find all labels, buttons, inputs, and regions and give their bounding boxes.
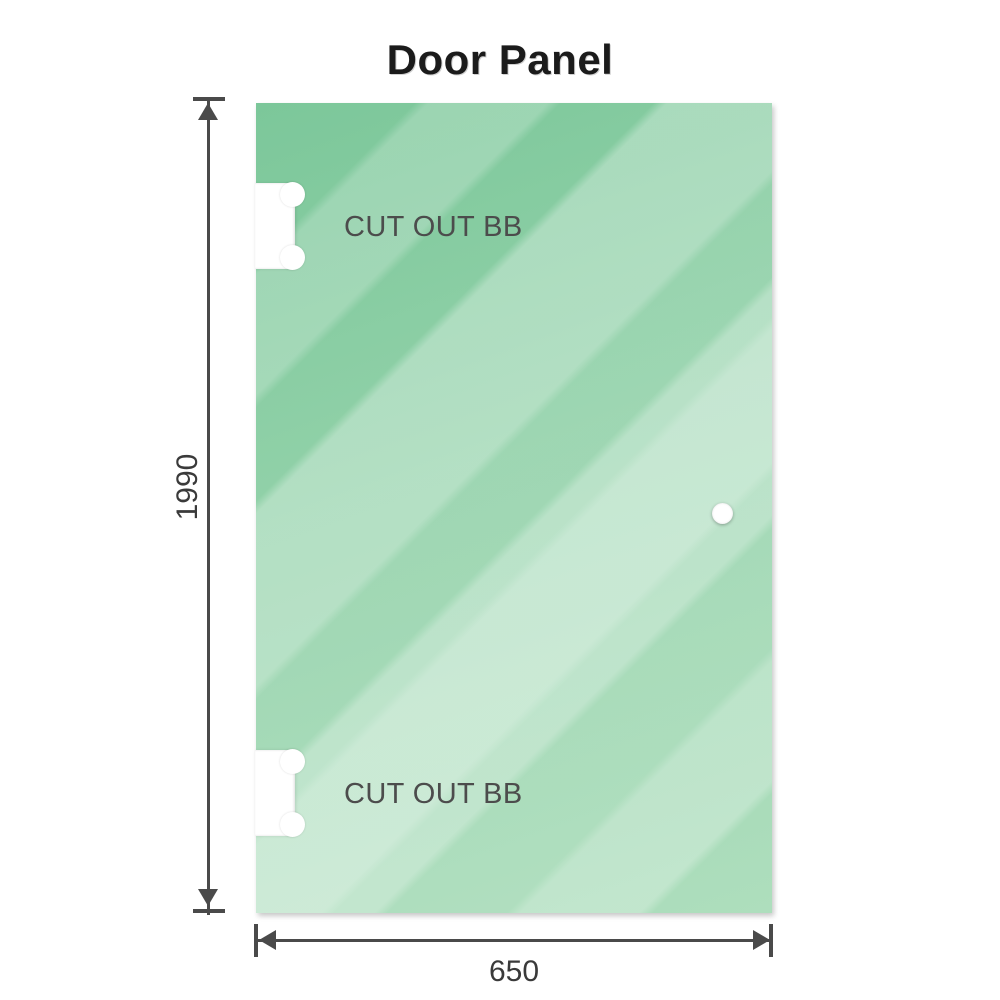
cutout-top <box>255 182 305 270</box>
door-panel: CUT OUT BB CUT OUT BB <box>255 103 772 913</box>
glass-surface <box>256 103 772 913</box>
handle-hole-icon <box>712 503 733 524</box>
width-dimension-line <box>256 939 773 942</box>
cutout-top-lobe-upper-icon <box>280 182 305 207</box>
height-dimension-tick-bottom <box>193 909 225 913</box>
cutout-top-label: CUT OUT BB <box>344 211 523 243</box>
cutout-bottom-label: CUT OUT BB <box>344 778 523 810</box>
width-arrow-left-icon <box>259 930 276 950</box>
height-arrow-up-icon <box>198 103 218 120</box>
cutout-bottom-lobe-lower-icon <box>280 812 305 837</box>
width-arrow-right-icon <box>753 930 770 950</box>
cutout-top-lobe-lower-icon <box>280 245 305 270</box>
height-dimension-label: 1990 <box>171 453 204 521</box>
height-arrow-down-icon <box>198 889 218 906</box>
height-dimension-tick-top <box>193 97 225 101</box>
width-dimension-tick-left <box>254 924 258 957</box>
width-dimension-label: 650 <box>488 955 540 988</box>
width-dimension-tick-right <box>769 924 773 957</box>
height-dimension-line <box>207 99 210 915</box>
cutout-bottom <box>255 749 305 837</box>
page-title: Door Panel <box>386 36 614 83</box>
cutout-bottom-lobe-upper-icon <box>280 749 305 774</box>
